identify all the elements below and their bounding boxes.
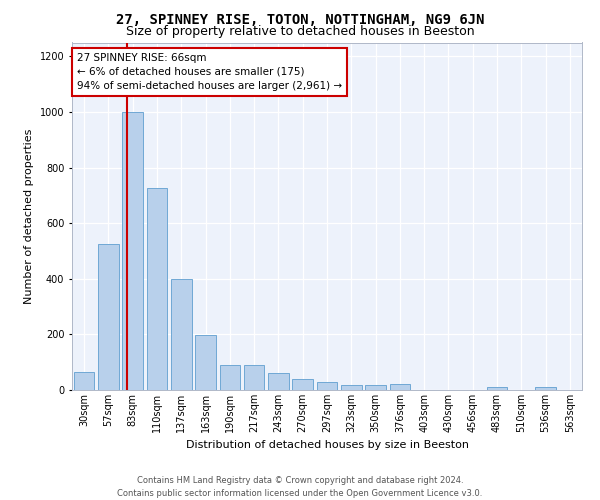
Bar: [292, 380, 313, 390]
Text: 27, SPINNEY RISE, TOTON, NOTTINGHAM, NG9 6JN: 27, SPINNEY RISE, TOTON, NOTTINGHAM, NG9…: [116, 12, 484, 26]
Text: 27 SPINNEY RISE: 66sqm
← 6% of detached houses are smaller (175)
94% of semi-det: 27 SPINNEY RISE: 66sqm ← 6% of detached …: [77, 53, 342, 91]
Bar: [487, 387, 508, 390]
Bar: [220, 365, 240, 390]
Bar: [341, 385, 362, 390]
Text: Size of property relative to detached houses in Beeston: Size of property relative to detached ho…: [125, 25, 475, 38]
Bar: [535, 387, 556, 390]
Bar: [244, 365, 265, 390]
Bar: [195, 335, 216, 390]
X-axis label: Distribution of detached houses by size in Beeston: Distribution of detached houses by size …: [185, 440, 469, 450]
Bar: [268, 374, 289, 390]
Text: Contains HM Land Registry data © Crown copyright and database right 2024.
Contai: Contains HM Land Registry data © Crown c…: [118, 476, 482, 498]
Bar: [98, 244, 119, 390]
Bar: [365, 385, 386, 390]
Bar: [317, 382, 337, 390]
Bar: [146, 188, 167, 390]
Y-axis label: Number of detached properties: Number of detached properties: [24, 128, 34, 304]
Bar: [389, 384, 410, 390]
Bar: [122, 112, 143, 390]
Bar: [171, 279, 191, 390]
Bar: [74, 372, 94, 390]
